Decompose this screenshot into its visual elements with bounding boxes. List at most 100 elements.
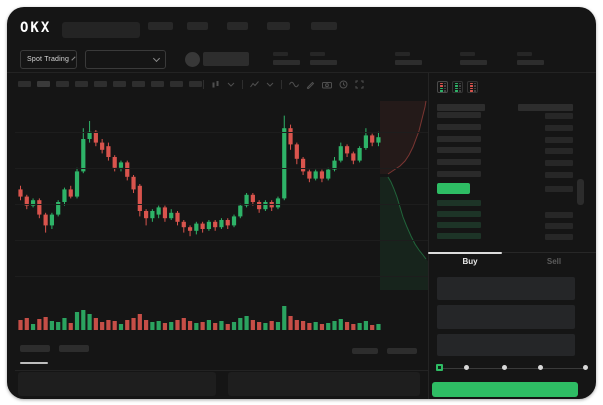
timeframe-button-skeleton[interactable] — [132, 81, 145, 87]
bid-row-amount-skeleton — [545, 212, 573, 218]
tab-sell[interactable]: Sell — [546, 257, 562, 266]
ask-row-amount-skeleton — [545, 125, 573, 131]
chevron-down-icon — [152, 54, 161, 63]
ticker-stat-label-skeleton — [273, 52, 288, 56]
ask-row-price-skeleton — [437, 171, 481, 177]
line-style-icon[interactable] — [250, 80, 259, 89]
chart-toolbar — [203, 78, 364, 90]
ticker-stat-value-skeleton — [460, 60, 487, 65]
chart-tab-skeleton[interactable] — [59, 345, 89, 352]
ask-row-amount-skeleton — [545, 137, 573, 143]
market-type-dropdown[interactable]: Spot Trading — [20, 50, 77, 69]
submit-buy-button[interactable] — [432, 382, 578, 397]
timeframe-button-skeleton[interactable] — [18, 81, 31, 87]
ticker-stat-label-skeleton — [517, 52, 532, 56]
nav-item-skeleton[interactable] — [311, 22, 337, 30]
gridline — [15, 204, 428, 205]
market-type-label: Spot Trading — [27, 56, 70, 63]
nav-item-skeleton[interactable] — [187, 22, 208, 30]
ticker-stat-label-skeleton — [460, 52, 475, 56]
gridline — [15, 276, 428, 277]
timeframe-button-skeleton[interactable] — [151, 81, 164, 87]
bid-row-amount-skeleton — [545, 223, 573, 229]
nav-item-skeleton[interactable] — [227, 22, 248, 30]
orderbook-scrollbar[interactable] — [577, 179, 584, 205]
book-bids-view-icon[interactable] — [452, 81, 463, 93]
ticker-stat-value-skeleton — [273, 60, 300, 65]
slider-stop-dot[interactable] — [583, 365, 588, 370]
divider — [203, 79, 204, 89]
ask-row-price-skeleton — [437, 124, 481, 130]
nav-item-skeleton[interactable] — [148, 22, 173, 30]
slider-stop-dot[interactable] — [538, 365, 543, 370]
ticker-stat-label-skeleton — [395, 52, 410, 56]
divider — [281, 79, 282, 89]
chevron-down-icon[interactable] — [227, 80, 235, 88]
draw-pencil-icon[interactable] — [306, 80, 315, 89]
slider-handle[interactable] — [436, 364, 443, 371]
active-tab-underline — [20, 362, 48, 364]
orderbook-header-skeleton — [518, 104, 573, 111]
bid-row-price-skeleton — [437, 233, 481, 239]
active-tab-indicator — [428, 252, 502, 254]
ask-row-price-skeleton — [437, 136, 481, 142]
order-input-field[interactable] — [437, 305, 575, 329]
divider — [242, 79, 243, 89]
bottom-panel-skeleton — [228, 372, 420, 396]
chart-control-skeleton[interactable] — [352, 348, 378, 354]
timeframe-button-skeleton[interactable] — [170, 81, 183, 87]
timeframe-button-skeleton[interactable] — [75, 81, 88, 87]
timer-icon[interactable] — [339, 80, 348, 89]
slider-stop-dot[interactable] — [502, 365, 507, 370]
ask-row-price-skeleton — [437, 147, 481, 153]
trade-tabs: Buy Sell — [428, 252, 596, 270]
bid-row-price-skeleton — [437, 211, 481, 217]
timeframe-button-skeleton[interactable] — [113, 81, 126, 87]
chart-control-skeleton[interactable] — [387, 348, 417, 354]
nav-item-skeleton[interactable] — [267, 22, 290, 30]
chevron-down-icon[interactable] — [266, 80, 274, 88]
chart-tab-skeleton[interactable] — [20, 345, 50, 352]
ask-row-amount-skeleton — [545, 172, 573, 178]
ticker-stat-value-skeleton — [395, 60, 422, 65]
tab-buy[interactable]: Buy — [462, 257, 478, 266]
last-price-amount-skeleton — [545, 186, 573, 192]
order-input-field[interactable] — [437, 277, 575, 300]
candle-type-icon[interactable] — [211, 80, 220, 89]
timeframe-button-skeleton[interactable] — [94, 81, 107, 87]
ticker-stat-value-skeleton — [310, 60, 337, 65]
bottom-panel-skeleton — [18, 372, 216, 396]
timeframe-button-skeleton[interactable] — [189, 81, 202, 87]
ask-row-amount-skeleton — [545, 113, 573, 119]
fullscreen-icon[interactable] — [355, 80, 364, 89]
bid-row-price-skeleton — [437, 222, 481, 228]
coin-avatar — [185, 52, 200, 67]
gridline — [15, 132, 428, 133]
panel-divider — [428, 73, 429, 399]
pair-dropdown[interactable] — [85, 50, 166, 69]
orderbook-header-skeleton — [437, 104, 485, 111]
camera-icon[interactable] — [322, 80, 332, 89]
okx-logo[interactable]: OKX — [20, 20, 52, 36]
amount-slider-track[interactable] — [437, 368, 585, 369]
book-asks-view-icon[interactable] — [467, 81, 478, 93]
ask-row-amount-skeleton — [545, 160, 573, 166]
ticker-stat-label-skeleton — [310, 52, 325, 56]
divider — [7, 72, 596, 73]
book-combined-view-icon[interactable] — [437, 81, 448, 93]
timeframe-button-skeleton[interactable] — [37, 81, 50, 87]
pair-name-skeleton — [203, 52, 249, 66]
timeframe-button-skeleton[interactable] — [56, 81, 69, 87]
gridline — [15, 168, 428, 169]
ask-row-price-skeleton — [437, 112, 481, 118]
search-input[interactable] — [62, 22, 140, 38]
ticker-stat-value-skeleton — [517, 60, 544, 65]
chevron-down-icon — [71, 56, 76, 61]
ask-row-amount-skeleton — [545, 148, 573, 154]
order-input-field[interactable] — [437, 334, 575, 356]
ask-row-price-skeleton — [437, 159, 481, 165]
slider-stop-dot[interactable] — [464, 365, 469, 370]
bid-row-price-skeleton — [437, 200, 481, 206]
gridline — [15, 240, 428, 241]
indicator-wave-icon[interactable] — [289, 80, 299, 89]
